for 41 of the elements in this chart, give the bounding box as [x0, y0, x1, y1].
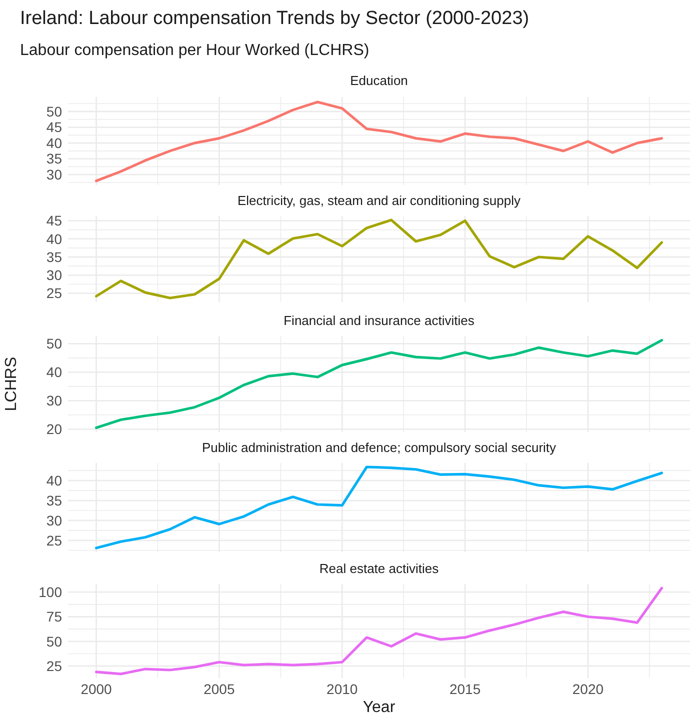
x-tick-label: 2015: [449, 681, 481, 697]
y-tick-label: 30: [46, 267, 62, 284]
x-tick-label: 2010: [326, 681, 358, 697]
y-tick-label: 30: [46, 512, 62, 528]
x-tick-label: 2000: [80, 681, 112, 697]
y-tick-label: 50: [46, 336, 62, 352]
line-series: [94, 466, 664, 550]
series-label: Public administration and defence; compulsory social security: [202, 440, 557, 455]
y-tick-label: 35: [46, 150, 62, 167]
x-axis-title: Year: [362, 699, 396, 713]
y-tick-label: 40: [46, 134, 62, 151]
series-label: Education: [350, 73, 408, 88]
y-tick-label: 100: [38, 584, 62, 600]
y-tick-label: 40: [46, 472, 62, 488]
line-series: [94, 100, 664, 182]
x-tick-label: 2005: [204, 681, 235, 697]
y-tick-label: 25: [46, 658, 62, 674]
series-label: Electricity, gas, steam and air conditioning supply: [237, 193, 521, 208]
text: Financial and insurance activities: [284, 313, 475, 328]
y-tick-label: 30: [46, 166, 62, 182]
y-tick-label: 75: [46, 608, 62, 625]
y-tick-label: 25: [46, 532, 62, 548]
x-tick-label: 2020: [572, 681, 604, 697]
y-axis-title: LCHRS: [3, 356, 20, 412]
y-tick-label: 20: [46, 421, 62, 438]
y-tick-label: 40: [46, 230, 62, 247]
y-tick-label: 35: [46, 492, 62, 508]
y-tick-label: 35: [46, 248, 62, 265]
y-tick-label: 45: [46, 119, 62, 136]
chart-title: Ireland: Labour compensation Trends by Sector (2000-2023): [20, 8, 530, 29]
y-tick-label: 25: [46, 285, 62, 302]
y-tick-label: 40: [46, 364, 62, 380]
line-series: [94, 338, 664, 430]
y-tick-label: 50: [46, 633, 62, 650]
line-series: [94, 586, 664, 676]
text: Real estate activities: [319, 561, 440, 576]
chart-subtitle: Labour compensation per Hour Worked (LCHRS): [20, 42, 370, 59]
line-series: [94, 218, 664, 300]
y-tick-label: 45: [46, 212, 62, 229]
y-tick-label: 30: [46, 392, 62, 409]
y-tick-label: 50: [46, 103, 62, 120]
